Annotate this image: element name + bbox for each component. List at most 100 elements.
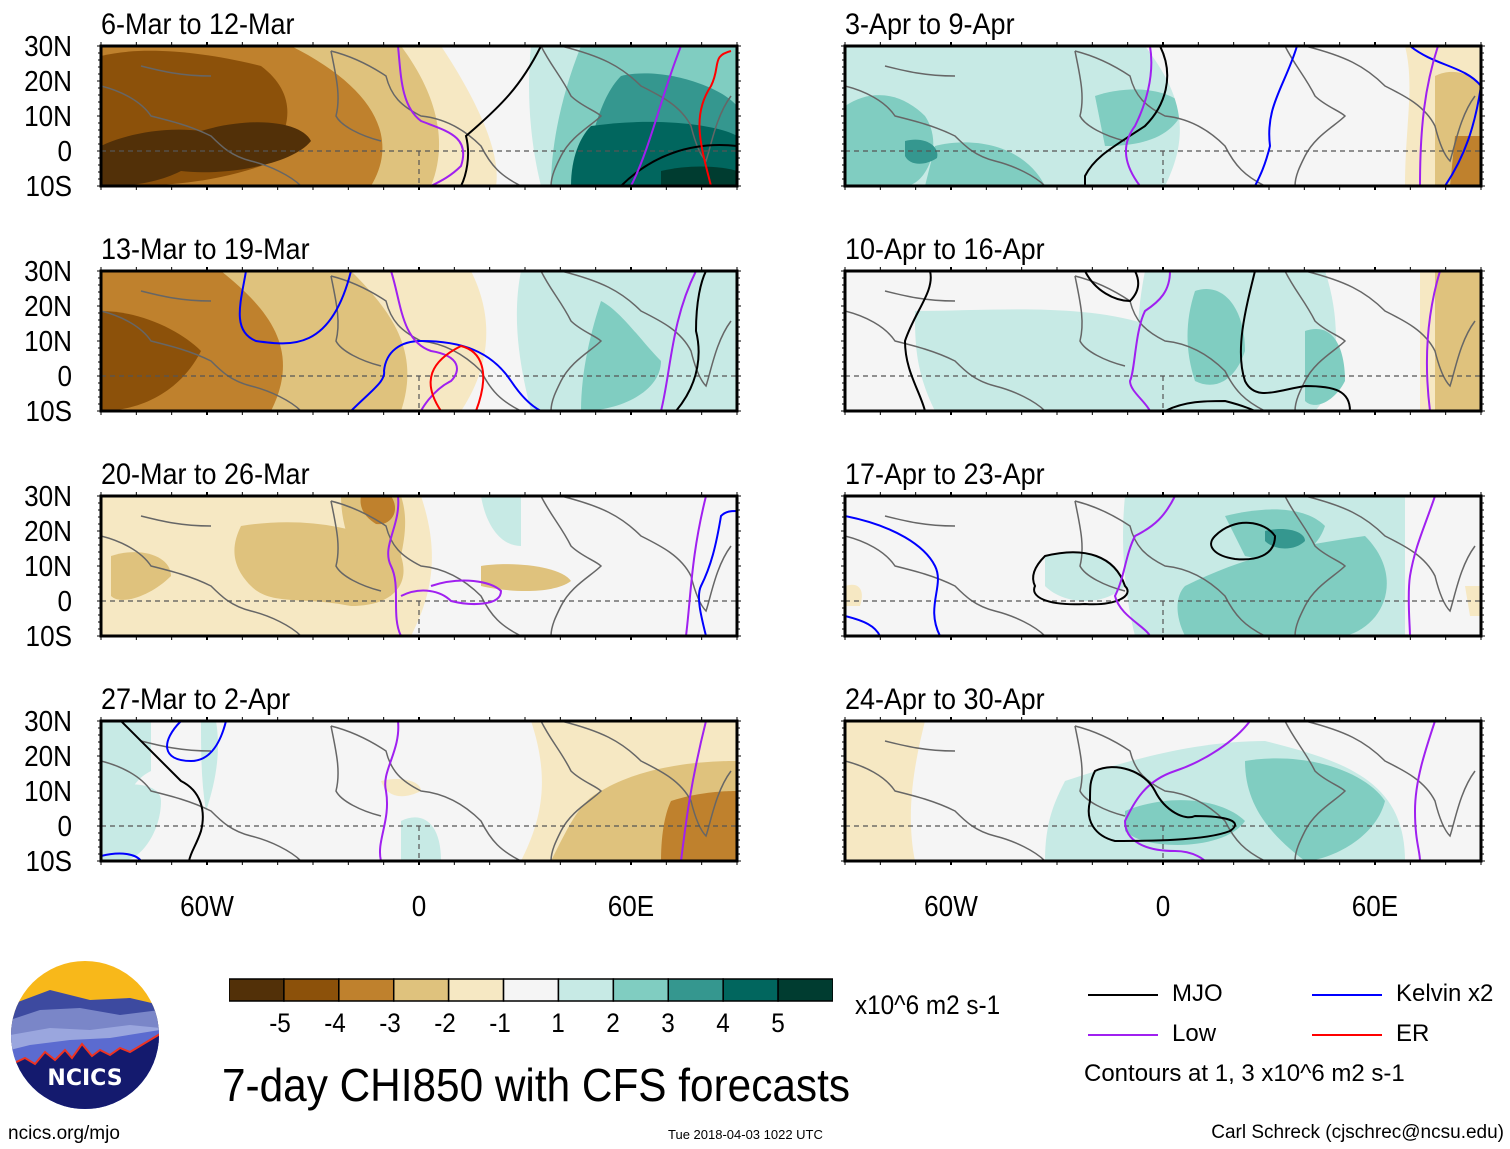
anomaly-region	[1145, 46, 1445, 186]
footer-url[interactable]: ncics.org/mjo	[8, 1123, 120, 1144]
colorbar-swatch	[229, 978, 285, 1002]
map-p6	[841, 267, 1485, 415]
anomaly-region	[341, 496, 406, 596]
coastline	[1284, 496, 1347, 636]
wave-contour	[1413, 721, 1436, 861]
anomaly-region	[1045, 552, 1125, 601]
colorbar-tick-label: 3	[661, 1008, 676, 1038]
y-tick-label: 0	[57, 811, 72, 843]
coastline	[1284, 721, 1347, 861]
coastline	[330, 500, 382, 592]
wave-contour	[429, 344, 485, 411]
colorbar-tick-label: 5	[771, 1008, 785, 1038]
anomaly-region	[1177, 536, 1387, 636]
wave-contour	[1084, 46, 1169, 186]
coastline	[330, 50, 382, 142]
panel-period-title: 27-Mar to 2-Apr	[101, 683, 291, 716]
wave-contour	[120, 721, 204, 861]
colorbar-swatch	[502, 978, 560, 1002]
anomaly-region	[915, 309, 1193, 411]
map-p2	[97, 267, 741, 415]
colorbar-swatch	[667, 978, 724, 1002]
coastline	[101, 760, 302, 861]
wave-contour	[1123, 721, 1251, 861]
wave-contour	[101, 852, 142, 861]
wave-contour	[660, 271, 697, 411]
wave-contour	[845, 615, 881, 636]
coastline	[1074, 275, 1126, 367]
coastline	[1074, 275, 1266, 411]
anomaly-region	[1465, 586, 1481, 616]
y-tick-label: 30N	[24, 31, 72, 63]
colorbar-swatch	[447, 978, 505, 1002]
anomaly-region	[1095, 89, 1185, 146]
wave-contour	[630, 46, 682, 186]
ncics-logo: NCICS	[11, 961, 159, 1109]
colorbar-swatch	[392, 978, 450, 1002]
coastline	[1304, 721, 1476, 838]
x-tick-label: 60E	[1351, 891, 1399, 923]
colorbar-tick-label: 2	[606, 1008, 621, 1038]
coastline	[560, 271, 732, 388]
wave-contour	[460, 46, 542, 186]
coastline	[101, 310, 302, 411]
main-title: 7-day CHI850 with CFS forecasts	[222, 1059, 850, 1111]
colorbar-tick-label: -1	[488, 1008, 511, 1038]
colorbar-tick-label: -2	[433, 1008, 456, 1038]
coastline	[140, 515, 212, 527]
anomaly-region	[481, 564, 571, 591]
wave-contour	[1113, 496, 1176, 636]
anomaly-region	[905, 139, 938, 164]
colorbar-swatch	[722, 978, 779, 1002]
footer-timestamp: Tue 2018-04-03 1022 UTC	[668, 1127, 823, 1142]
y-tick-label: 20N	[24, 516, 72, 548]
coastline	[1074, 500, 1266, 636]
coastline	[140, 290, 212, 302]
logo-text: NCICS	[47, 1066, 122, 1091]
coastline	[884, 740, 956, 752]
coastline	[1074, 500, 1126, 592]
anomaly-region	[101, 122, 311, 186]
y-tick-label: 0	[57, 136, 72, 168]
footer-author: Carl Schreck (cjschrec@ncsu.edu)	[1211, 1122, 1504, 1143]
wave-contour	[685, 496, 707, 636]
legend-line-kelvin-x2	[1312, 994, 1382, 996]
y-tick-label: 10S	[25, 621, 72, 653]
map-p4	[97, 717, 741, 865]
coastline	[1304, 46, 1476, 163]
x-tick-label: 60W	[924, 891, 978, 923]
coastline	[884, 515, 956, 527]
coastline	[330, 725, 522, 861]
coastline	[330, 275, 382, 367]
coastline	[1074, 725, 1126, 817]
wave-contour	[350, 339, 542, 411]
coastline	[560, 496, 732, 613]
legend-label: ER	[1396, 1020, 1430, 1047]
coastline	[884, 290, 956, 302]
y-tick-label: 20N	[24, 66, 72, 98]
coastline	[140, 740, 212, 752]
coastline	[101, 535, 302, 636]
panel-period-title: 10-Apr to 16-Apr	[845, 233, 1045, 266]
coastline	[884, 65, 956, 77]
legend-label: Kelvin x2	[1396, 980, 1494, 1007]
wave-contour	[1254, 46, 1298, 186]
wave-contour	[845, 515, 941, 636]
coastline	[1304, 271, 1476, 388]
y-tick-label: 10S	[25, 396, 72, 428]
coastline	[540, 721, 603, 861]
legend-line-mjo	[1088, 994, 1158, 996]
wave-contour	[387, 496, 402, 636]
colorbar-swatch	[283, 978, 340, 1002]
y-tick-label: 30N	[24, 256, 72, 288]
anomaly-region	[201, 721, 218, 811]
wave-contour	[675, 271, 707, 411]
colorbar-swatch	[338, 978, 395, 1002]
map-p8	[841, 717, 1485, 865]
contour-note: Contours at 1, 3 x10^6 m2 s-1	[1084, 1060, 1405, 1087]
anomaly-region	[401, 817, 441, 861]
colorbar-units: x10^6 m2 s-1	[855, 990, 1001, 1020]
anomaly-region	[845, 584, 862, 606]
coastline	[1304, 496, 1476, 613]
wave-contour	[397, 46, 465, 186]
